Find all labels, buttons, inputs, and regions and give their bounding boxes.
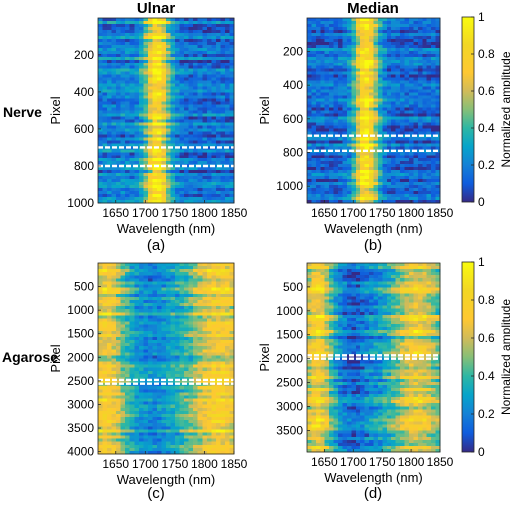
x-tick-label: 1750 bbox=[369, 206, 396, 220]
colorbars: 0 0.2 0.4 0.6 0.8 1 Normalized amplitude 0 0.2 0.… bbox=[461, 10, 510, 459]
axes-frame bbox=[97, 262, 235, 455]
panel-letter-b: (b) bbox=[364, 237, 382, 254]
heatmap-cells bbox=[98, 263, 235, 455]
x-tick-label: 1750 bbox=[162, 206, 189, 220]
column-title-median: Median bbox=[347, 0, 399, 17]
x-tick-label: 1800 bbox=[191, 457, 218, 471]
x-axis-label: Wavelength (nm) bbox=[324, 470, 423, 485]
y-tick-label: 800 bbox=[74, 159, 94, 173]
colorbar-tick-label: 0.4 bbox=[478, 369, 495, 383]
y-tick-label: 200 bbox=[74, 48, 94, 62]
colorbar-label: Normalized amplitude bbox=[499, 299, 510, 415]
heatmap-panel-d: 1650 1700 1750 1800 1850 500 1000 1500 2000 2500 3… bbox=[257, 262, 454, 485]
x-tick-label: 1750 bbox=[369, 455, 396, 469]
y-tick-label: 500 bbox=[74, 280, 94, 294]
y-tick-label: 1000 bbox=[67, 303, 94, 317]
panel-letter-c: (c) bbox=[147, 485, 165, 502]
y-tick-label: 500 bbox=[283, 280, 303, 294]
colorbar-tick-label: 1 bbox=[478, 10, 485, 24]
x-tick-label: 1700 bbox=[132, 457, 159, 471]
y-tick-label: 1000 bbox=[276, 304, 303, 318]
x-tick-label: 1850 bbox=[221, 457, 248, 471]
column-title-ulnar: Ulnar bbox=[137, 0, 176, 17]
axes-frame bbox=[306, 262, 441, 453]
x-tick-label: 1700 bbox=[132, 206, 159, 220]
row-label-nerve: Nerve bbox=[3, 104, 42, 120]
y-tick-label: 1500 bbox=[67, 327, 94, 341]
y-tick-label: 2000 bbox=[67, 350, 94, 364]
colorbar-tick-label: 0.2 bbox=[478, 158, 495, 172]
x-tick-label: 1650 bbox=[102, 206, 129, 220]
x-tick-label: 1700 bbox=[340, 455, 367, 469]
colorbar-label: Normalized amplitude bbox=[499, 51, 510, 167]
y-tick-label: 1000 bbox=[67, 196, 94, 210]
y-tick-label: 2500 bbox=[276, 376, 303, 390]
colorbar-tick-label: 0.6 bbox=[478, 331, 495, 345]
y-tick-label: 600 bbox=[283, 112, 303, 126]
y-axis-label: Pixel bbox=[257, 96, 272, 124]
heatmap-panel-c: 1650 1700 1750 1800 1850 500 1000 1500 2000 2500 3… bbox=[48, 262, 248, 487]
axes-frame bbox=[97, 17, 235, 204]
x-tick-label: 1650 bbox=[311, 455, 338, 469]
y-tick-label: 400 bbox=[74, 85, 94, 99]
y-tick-label: 2000 bbox=[276, 352, 303, 366]
colorbar-tick-label: 0.6 bbox=[478, 84, 495, 98]
colorbar-tick-label: 1 bbox=[478, 255, 485, 269]
panel-letter-a: (a) bbox=[147, 237, 165, 254]
y-tick-label: 400 bbox=[283, 78, 303, 92]
colorbar-tick-label: 0.2 bbox=[478, 407, 495, 421]
panel-letter-d: (d) bbox=[364, 485, 382, 502]
y-axis-label: Pixel bbox=[48, 96, 63, 124]
x-tick-label: 1800 bbox=[398, 455, 425, 469]
y-axis-label: Pixel bbox=[48, 344, 63, 372]
x-axis-label: Wavelength (nm) bbox=[117, 221, 216, 236]
x-tick-label: 1650 bbox=[311, 206, 338, 220]
colorbar-tick-label: 0 bbox=[478, 445, 485, 459]
y-tick-label: 800 bbox=[283, 146, 303, 160]
y-tick-label: 2500 bbox=[67, 374, 94, 388]
x-tick-label: 1800 bbox=[191, 206, 218, 220]
colorbar-tick-label: 0.8 bbox=[478, 293, 495, 307]
x-tick-label: 1850 bbox=[427, 206, 454, 220]
y-tick-label: 3000 bbox=[276, 400, 303, 414]
y-tick-label: 3500 bbox=[67, 421, 94, 435]
heatmap-panels: 1650 1700 1750 1800 18502004006008001000Wave… bbox=[48, 17, 454, 487]
colorbar-tick-label: 0 bbox=[478, 195, 485, 209]
colorbar-1: 0 0.2 0.4 0.6 0.8 1 Normalized amplitude bbox=[461, 10, 510, 209]
colorbar-gradient bbox=[461, 261, 475, 453]
y-tick-label: 1500 bbox=[276, 328, 303, 342]
x-axis-label: Wavelength (nm) bbox=[324, 221, 423, 236]
x-axis-label: Wavelength (nm) bbox=[117, 472, 216, 487]
x-tick-label: 1700 bbox=[340, 206, 367, 220]
x-tick-label: 1850 bbox=[427, 455, 454, 469]
y-tick-label: 1000 bbox=[276, 179, 303, 193]
colorbar-2: 0 0.2 0.4 0.6 0.8 1 Normalized amplitude bbox=[461, 255, 510, 459]
colorbar-tick-label: 0.8 bbox=[478, 47, 495, 61]
heatmap-cells bbox=[307, 263, 441, 453]
x-tick-label: 1650 bbox=[102, 457, 129, 471]
y-axis-label: Pixel bbox=[257, 343, 272, 371]
colorbar-gradient bbox=[461, 16, 475, 203]
axes-frame bbox=[306, 17, 441, 204]
heatmap-panel-a: 1650 1700 1750 1800 1850 200 400 600 800 1000 Wave… bbox=[48, 17, 248, 236]
x-tick-label: 1750 bbox=[162, 457, 189, 471]
y-tick-label: 3500 bbox=[276, 424, 303, 438]
heatmap-cells bbox=[307, 18, 441, 204]
heatmap-cells bbox=[98, 18, 235, 204]
x-tick-label: 1850 bbox=[221, 206, 248, 220]
y-tick-label: 600 bbox=[74, 122, 94, 136]
row-label-agarose: Agarose bbox=[2, 349, 58, 365]
colorbar-tick-label: 0.4 bbox=[478, 121, 495, 135]
heatmap-panel-b: 1650 1700 1750 1800 1850 200 400 600 800 1000 Wave… bbox=[257, 17, 454, 236]
y-tick-label: 4000 bbox=[67, 445, 94, 459]
y-tick-label: 200 bbox=[283, 45, 303, 59]
x-tick-label: 1800 bbox=[398, 206, 425, 220]
y-tick-label: 3000 bbox=[67, 398, 94, 412]
